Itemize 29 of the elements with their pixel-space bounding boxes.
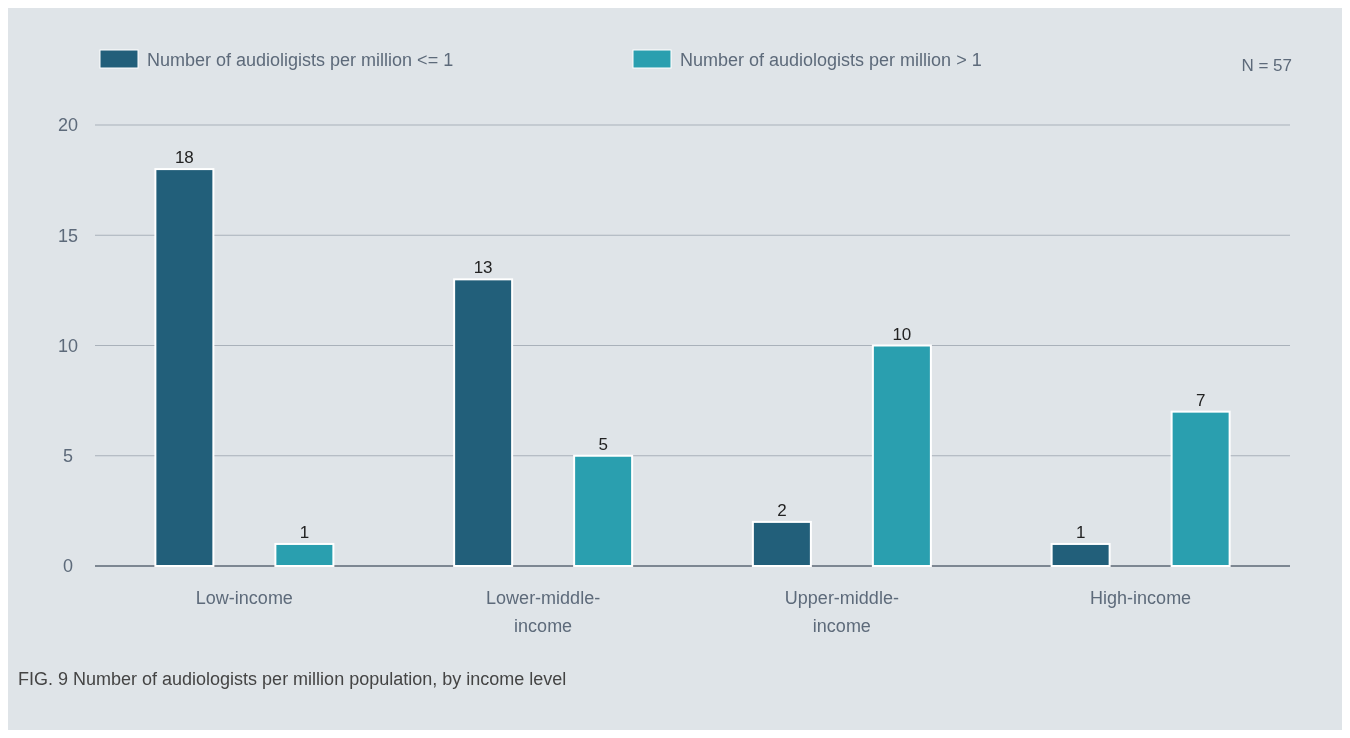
text: N = 57: [1241, 56, 1292, 75]
y-tick-label: 0: [62, 556, 74, 577]
y-tick-label: 5: [62, 446, 74, 467]
x-tick-label: Low-income: [195, 588, 293, 608]
y-tick-label: 20: [57, 115, 79, 136]
data-label: 10: [892, 324, 912, 344]
bar: [453, 278, 514, 567]
x-tick-label: Lower-middle-income: [486, 588, 601, 636]
y-tick-label: 10: [57, 335, 79, 356]
legend-label: Number of audioligists per million <= 1: [147, 50, 454, 71]
data-label: 1: [1075, 522, 1086, 542]
data-label: 18: [174, 148, 194, 168]
bar: [751, 520, 812, 567]
data-label: 5: [598, 434, 608, 454]
bar: [274, 542, 335, 567]
data-label: 2: [777, 500, 787, 520]
x-tick-label: High-income: [1090, 588, 1192, 608]
caption: FIG. 9 Number of audiologists per million population, by income level: [18, 669, 567, 689]
bar: [154, 168, 215, 567]
data-label: 7: [1195, 390, 1206, 410]
data-label: 13: [473, 258, 493, 278]
y-tick-label: 15: [57, 225, 79, 246]
bar: [1050, 542, 1111, 567]
bar: [573, 454, 634, 567]
bar: [1170, 410, 1231, 567]
bar: [871, 344, 932, 567]
x-tick-label: Upper-middle-income: [784, 588, 899, 636]
data-label: 1: [299, 522, 310, 542]
legend-label: Number of audiologists per million > 1: [680, 50, 982, 71]
